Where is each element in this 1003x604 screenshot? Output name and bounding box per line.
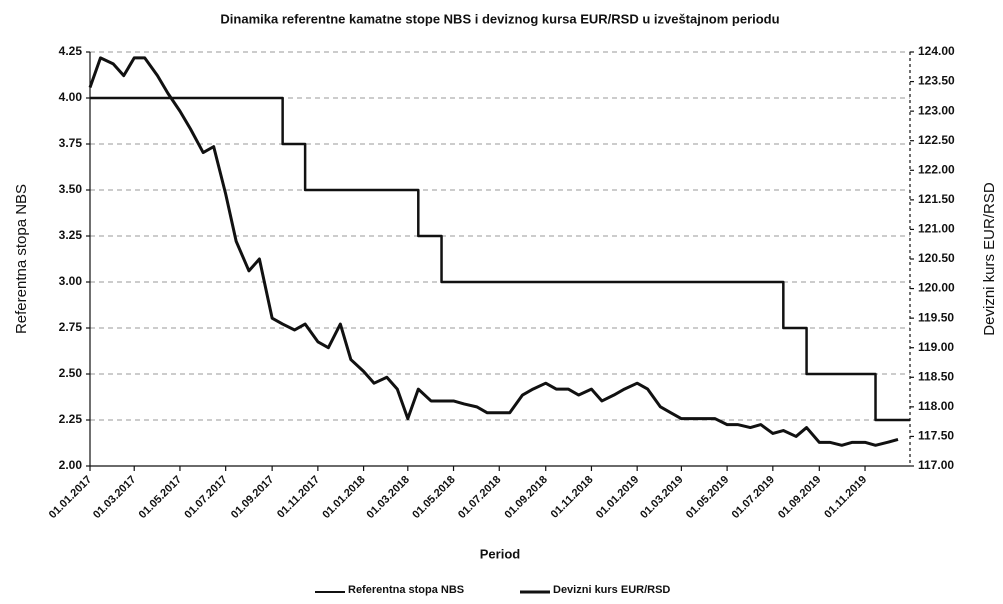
x-tick-label: 01.09.2017 [229, 474, 276, 521]
x-tick-label: 01.01.2019 [594, 474, 641, 521]
y-tick-label: 2.25 [59, 412, 83, 426]
y2-tick-label: 124.00 [918, 44, 955, 58]
y2-tick-label: 118.50 [918, 369, 954, 383]
series-line [90, 96, 910, 422]
legend-label: Referentna stopa NBS [348, 584, 464, 596]
y2-tick-label: 120.00 [918, 281, 955, 295]
y2-tick-label: 123.00 [918, 103, 955, 117]
y-tick-label: 2.75 [59, 320, 83, 334]
y2-tick-label: 119.50 [918, 310, 954, 324]
y-tick-label: 4.25 [59, 44, 83, 58]
x-tick-label: 01.11.2019 [822, 474, 869, 521]
x-axis-label: Period [480, 546, 521, 561]
legend-label: Devizni kurs EUR/RSD [553, 584, 670, 596]
x-tick-label: 01.05.2019 [684, 474, 731, 521]
chart-title: Dinamika referentne kamatne stope NBS i … [220, 11, 779, 26]
x-tick-label: 01.07.2018 [456, 474, 503, 521]
x-tick-label: 01.05.2018 [410, 474, 457, 521]
x-tick-label: 01.09.2018 [502, 474, 549, 521]
y2-axis-label: Devizni kurs EUR/RSD [981, 182, 998, 336]
y-tick-label: 2.00 [59, 458, 83, 472]
y2-tick-label: 119.00 [918, 340, 954, 354]
x-tick-label: 01.01.2017 [47, 474, 94, 521]
y2-tick-label: 123.50 [918, 74, 955, 88]
x-tick-label: 01.11.2017 [275, 474, 322, 521]
y2-tick-label: 122.50 [918, 133, 955, 147]
y2-tick-label: 120.50 [918, 251, 955, 265]
y-tick-label: 3.25 [59, 228, 83, 242]
y2-tick-label: 121.50 [918, 192, 955, 206]
y2-tick-label: 122.00 [918, 162, 955, 176]
y2-tick-label: 118.00 [918, 399, 954, 413]
x-tick-label: 01.05.2017 [137, 474, 184, 521]
x-tick-label: 01.07.2019 [730, 474, 777, 521]
x-tick-label: 01.03.2018 [365, 474, 412, 521]
y2-tick-label: 117.00 [918, 458, 954, 472]
y-tick-label: 4.00 [59, 90, 83, 104]
x-tick-label: 01.03.2017 [91, 474, 138, 521]
series-line [88, 56, 899, 447]
y-tick-label: 3.75 [59, 136, 83, 150]
y2-tick-label: 117.50 [918, 429, 954, 443]
x-tick-label: 01.03.2019 [638, 474, 685, 521]
x-tick-label: 01.09.2019 [776, 474, 823, 521]
y-axis-label: Referentna stopa NBS [13, 184, 30, 334]
y-tick-label: 2.50 [59, 366, 83, 380]
y-tick-label: 3.00 [59, 274, 83, 288]
x-tick-label: 01.07.2017 [182, 474, 229, 521]
x-tick-label: 01.11.2018 [549, 474, 596, 521]
y-tick-label: 3.50 [59, 182, 83, 196]
x-tick-label: 01.01.2018 [320, 474, 367, 521]
y2-tick-label: 121.00 [918, 222, 955, 236]
